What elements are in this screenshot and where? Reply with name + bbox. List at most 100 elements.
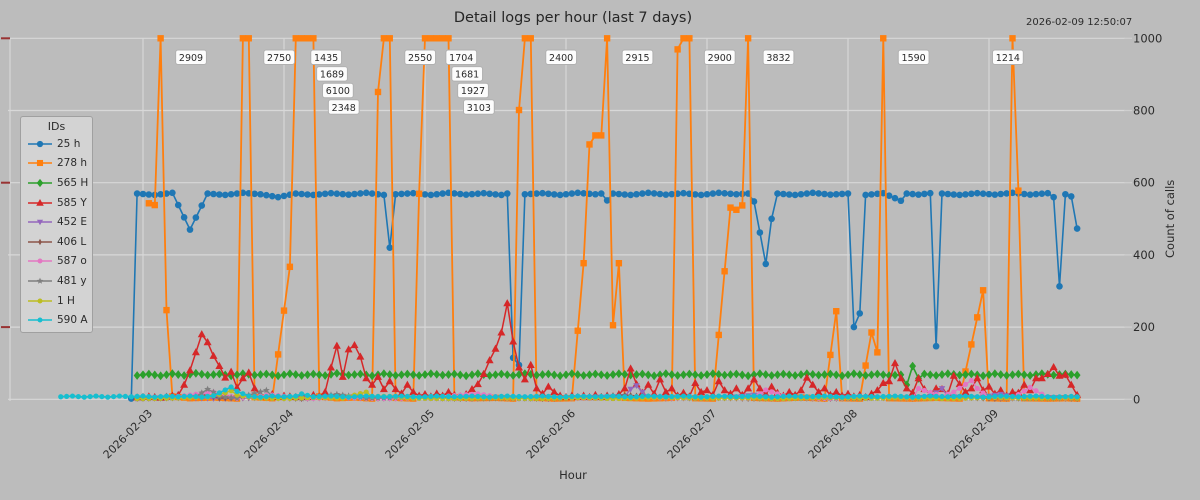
data-point-marker: [750, 375, 758, 383]
data-point-marker: [257, 394, 264, 400]
data-point-marker: [421, 370, 429, 379]
data-point-marker: [387, 393, 393, 400]
data-point-marker: [920, 369, 928, 379]
data-point-marker: [1026, 371, 1034, 380]
data-point-marker: [603, 35, 611, 42]
data-point-marker: [309, 369, 317, 379]
x-axis-label: Hour: [559, 468, 587, 482]
data-point-marker: [345, 191, 352, 198]
data-point-marker: [774, 370, 781, 380]
data-point-marker: [169, 189, 176, 197]
data-point-marker: [562, 190, 570, 198]
legend-title: IDs: [47, 120, 66, 133]
legend-marker-circle: [28, 317, 52, 323]
annotation-box: [322, 82, 354, 99]
data-point-marker: [821, 190, 828, 198]
data-point-marker: [157, 190, 164, 198]
legend-label: 25 h: [57, 137, 81, 150]
data-point-marker: [321, 387, 330, 396]
data-point-marker: [356, 369, 364, 379]
data-point-marker: [304, 392, 311, 398]
data-point-marker: [304, 35, 311, 42]
data-point-marker: [497, 328, 506, 336]
data-point-marker: [626, 364, 635, 372]
data-point-marker: [274, 371, 282, 381]
data-point-marker: [1004, 393, 1010, 399]
legend-label: 590 A: [57, 314, 88, 327]
data-point-marker: [914, 374, 923, 382]
legend-item-406-l: 406 L: [27, 232, 92, 252]
data-point-marker: [750, 370, 758, 380]
data-point-marker: [433, 35, 440, 42]
data-point-marker: [485, 356, 494, 364]
data-point-marker: [550, 370, 558, 380]
data-point-marker: [268, 192, 276, 200]
x-tick-label: 2026-02-06: [524, 407, 578, 461]
data-point-marker: [809, 189, 817, 197]
data-point-marker: [909, 361, 917, 371]
data-point-marker: [410, 394, 416, 400]
data-point-marker: [198, 369, 206, 379]
data-point-marker: [140, 393, 146, 399]
data-point-marker: [327, 369, 335, 379]
data-point-marker: [769, 389, 775, 395]
data-point-marker: [134, 393, 140, 400]
data-point-marker: [715, 331, 722, 339]
legend-marker-triangle_up: [28, 198, 52, 206]
x-tick-label: 2026-02-03: [101, 407, 155, 461]
data-point-marker: [603, 197, 611, 204]
data-point-marker: [550, 387, 559, 396]
data-point-marker: [868, 191, 875, 198]
annotation-value: 2400: [549, 53, 573, 64]
data-point-marker: [316, 393, 322, 400]
annotation-value: 1927: [461, 86, 485, 97]
y-tick-label: 1000: [1133, 31, 1162, 45]
data-point-marker: [615, 190, 623, 198]
data-point-marker: [862, 191, 869, 199]
data-point-marker: [592, 190, 599, 198]
data-point-marker: [603, 371, 611, 380]
data-point-marker: [345, 370, 353, 380]
data-point-marker: [885, 377, 894, 385]
data-point-marker: [697, 371, 705, 380]
data-point-marker: [1038, 190, 1046, 197]
data-point-marker: [769, 394, 775, 400]
annotation-value: 1681: [455, 70, 479, 81]
annotation-value: 1704: [449, 53, 473, 64]
legend: IDs 25 h 278 h 565 H 585 Y 452 E 406 L 587 o 48…: [20, 116, 93, 333]
data-point-marker: [827, 191, 834, 198]
data-point-marker: [450, 369, 458, 379]
x-tick-label: 2026-02-08: [806, 407, 860, 461]
data-point-marker: [885, 371, 893, 380]
data-point-marker: [263, 393, 269, 400]
data-point-marker: [350, 340, 359, 349]
data-point-marker: [815, 190, 822, 197]
legend-label: 565 H: [57, 176, 89, 189]
data-point-marker: [199, 394, 205, 400]
data-point-marker: [203, 338, 212, 346]
data-point-marker: [733, 206, 740, 213]
data-point-marker: [304, 370, 311, 380]
data-point-marker: [962, 393, 969, 399]
data-point-marker: [797, 190, 805, 198]
data-point-marker: [198, 389, 206, 396]
data-point-marker: [93, 393, 99, 399]
data-point-marker: [363, 393, 369, 399]
data-point-marker: [1033, 393, 1039, 399]
data-point-marker: [656, 370, 664, 380]
data-point-marker: [680, 35, 687, 42]
data-point-marker: [832, 190, 840, 198]
data-point-marker: [462, 191, 470, 198]
data-point-marker: [968, 393, 974, 400]
data-point-marker: [680, 189, 687, 197]
data-point-marker: [744, 35, 752, 42]
data-point-marker: [874, 349, 881, 356]
data-point-marker: [609, 370, 617, 379]
data-point-marker: [451, 190, 458, 197]
data-point-marker: [615, 369, 623, 379]
data-point-marker: [586, 141, 593, 148]
data-point-marker: [257, 370, 264, 379]
data-point-marker: [597, 190, 605, 197]
data-point-marker: [545, 190, 552, 198]
data-point-marker: [891, 359, 899, 367]
